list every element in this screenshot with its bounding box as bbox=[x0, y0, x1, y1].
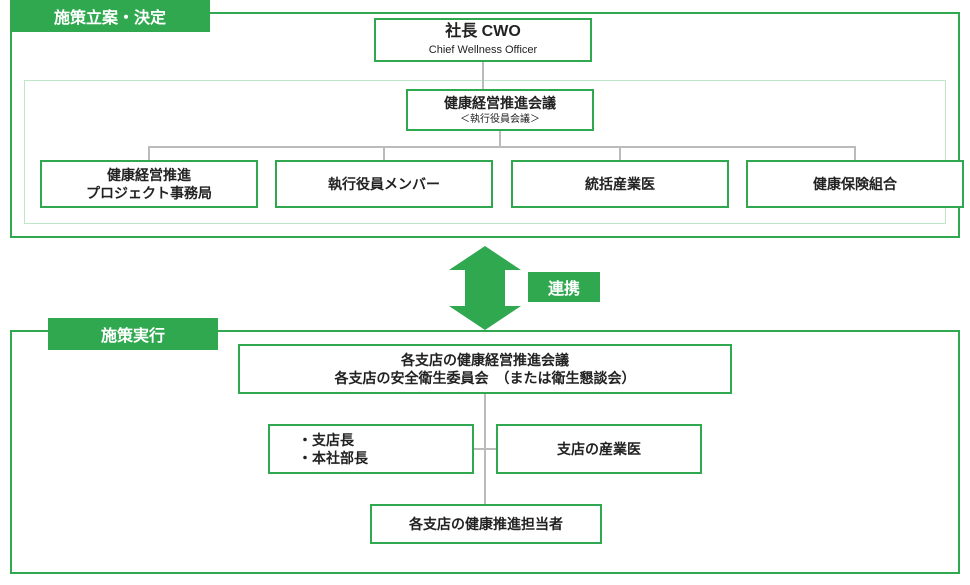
department-box-2: 統括産業医 bbox=[511, 160, 729, 208]
execution-tab-label: 施策実行 bbox=[101, 322, 165, 346]
connector-line bbox=[149, 146, 855, 148]
connector-line bbox=[619, 146, 621, 160]
department-box-3: 健康保険組合 bbox=[746, 160, 964, 208]
connector-line bbox=[148, 146, 150, 160]
council-subtitle: ＜執行役員会議＞ bbox=[460, 113, 540, 126]
execution-tab: 施策実行 bbox=[48, 318, 218, 350]
branch-manager-box: ・支店長 ・本社部長 bbox=[268, 424, 474, 474]
linkage-label: 連携 bbox=[548, 275, 580, 299]
branch-doctor-label: 支店の産業医 bbox=[557, 440, 641, 458]
branch-doctor-box: 支店の産業医 bbox=[496, 424, 702, 474]
branch-council-line2: 各支店の安全衛生委員会 （または衛生懇談会） bbox=[335, 369, 636, 387]
council-title: 健康経営推進会議 bbox=[444, 94, 556, 112]
arrow-down-icon bbox=[449, 306, 521, 330]
connector-line bbox=[484, 394, 486, 449]
branch-promoter-box: 各支店の健康推進担当者 bbox=[370, 504, 602, 544]
planning-tab: 施策立案・決定 bbox=[10, 0, 210, 32]
connector-line bbox=[854, 146, 856, 160]
council-box: 健康経営推進会議 ＜執行役員会議＞ bbox=[406, 89, 594, 131]
branch-council-line1: 各支店の健康経営推進会議 bbox=[401, 351, 569, 369]
cwo-title: 社長 CWO bbox=[445, 22, 521, 43]
branch-manager-line1: ・支店長 bbox=[298, 431, 354, 449]
connector-line bbox=[499, 131, 501, 146]
connector-line bbox=[482, 62, 484, 89]
connector-line bbox=[383, 146, 385, 160]
cwo-box: 社長 CWO Chief Wellness Officer bbox=[374, 18, 592, 62]
department-box-0: 健康経営推進 プロジェクト事務局 bbox=[40, 160, 258, 208]
planning-tab-label: 施策立案・決定 bbox=[54, 4, 166, 28]
arrow-up-icon bbox=[449, 246, 521, 270]
cwo-subtitle: Chief Wellness Officer bbox=[429, 43, 537, 57]
branch-council-box: 各支店の健康経営推進会議 各支店の安全衛生委員会 （または衛生懇談会） bbox=[238, 344, 732, 394]
branch-manager-line2: ・本社部長 bbox=[298, 449, 368, 467]
connector-line bbox=[484, 449, 486, 504]
arrow-body bbox=[465, 270, 505, 306]
department-box-1: 執行役員メンバー bbox=[275, 160, 493, 208]
branch-promoter-label: 各支店の健康推進担当者 bbox=[409, 515, 563, 533]
linkage-label-box: 連携 bbox=[528, 272, 600, 302]
